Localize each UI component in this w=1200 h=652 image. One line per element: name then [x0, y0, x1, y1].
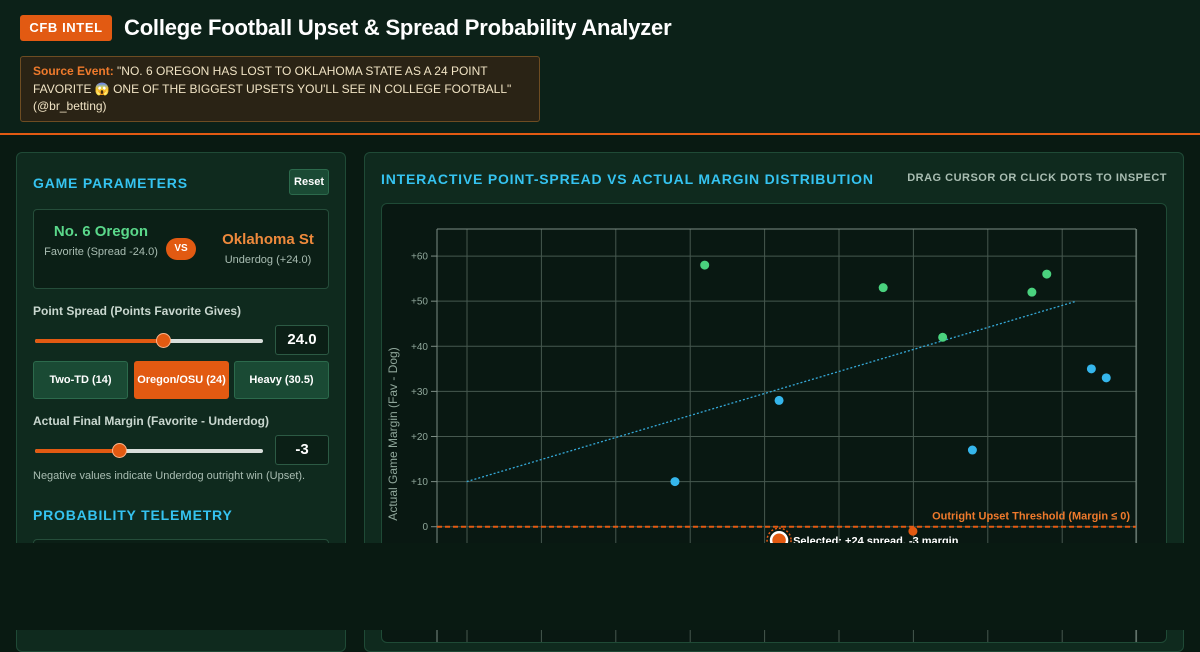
page-title: College Football Upset & Spread Probabil…	[124, 15, 672, 40]
margin-hint: Negative values indicate Underdog outrig…	[33, 470, 306, 482]
data-point-push[interactable]	[670, 477, 680, 487]
y-tick-label: +40	[411, 342, 428, 353]
matchup-card: No. 6 Oregon Favorite (Spread -24.0) VS …	[33, 209, 329, 289]
underdog-team-name: Oklahoma St	[222, 231, 314, 248]
brand-badge: CFB INTEL	[20, 15, 112, 41]
data-point-cover[interactable]	[878, 283, 888, 293]
upset-threshold-label: Outright Upset Threshold (Margin ≤ 0)	[932, 511, 1130, 523]
underdog-team: Oklahoma St Underdog (+24.0)	[208, 230, 328, 268]
viewport-bottom-area	[0, 543, 1200, 630]
y-tick-label: +10	[411, 477, 428, 488]
source-event-text: "NO. 6 OREGON HAS LOST TO OKLAHOMA STATE…	[33, 64, 512, 113]
header: CFB INTEL College Football Upset & Sprea…	[0, 0, 1200, 135]
spread-label: Point Spread (Points Favorite Gives)	[33, 304, 242, 318]
trend-line	[466, 300, 1077, 483]
chart-title: INTERACTIVE POINT-SPREAD VS ACTUAL MARGI…	[381, 171, 874, 187]
favorite-team: No. 6 Oregon Favorite (Spread -24.0)	[40, 222, 162, 260]
reset-button[interactable]: Reset	[289, 169, 329, 195]
favorite-team-name: No. 6 Oregon	[53, 223, 149, 240]
y-axis-title: Actual Game Margin (Fav - Dog)	[386, 347, 400, 520]
spread-slider-thumb[interactable]	[155, 333, 171, 348]
y-tick-label: +30	[411, 387, 428, 398]
trend-line-group	[466, 300, 1077, 483]
data-point-cover[interactable]	[1027, 287, 1037, 297]
y-tick-label: +20	[411, 432, 428, 443]
favorite-team-spread: Favorite (Spread -24.0)	[44, 246, 158, 258]
spread-value-input[interactable]: 24.0	[275, 325, 329, 355]
source-event-box: Source Event: "NO. 6 OREGON HAS LOST TO …	[20, 56, 540, 122]
data-point-push[interactable]	[1086, 364, 1096, 374]
y-tick-label: +60	[411, 252, 428, 263]
data-point-push[interactable]	[1101, 373, 1111, 383]
preset-two-td-button[interactable]: Two-TD (14)	[33, 361, 128, 399]
preset-heavy-button[interactable]: Heavy (30.5)	[234, 361, 329, 399]
chart-instruction: DRAG CURSOR OR CLICK DOTS TO INSPECT	[907, 172, 1167, 184]
margin-label: Actual Final Margin (Favorite - Underdog…	[33, 414, 270, 428]
spread-slider[interactable]	[35, 333, 263, 348]
data-point-cover[interactable]	[1042, 269, 1052, 279]
margin-slider-thumb[interactable]	[112, 443, 128, 458]
margin-slider-fill	[35, 449, 120, 453]
game-parameters-title: GAME PARAMETERS	[33, 175, 188, 191]
selected-point-ring[interactable]	[766, 527, 792, 553]
preset-oregon-osu-button[interactable]: Oregon/OSU (24)	[134, 361, 229, 399]
vs-badge: VS	[166, 238, 196, 260]
data-point-cover[interactable]	[700, 260, 710, 270]
underdog-team-spread: Underdog (+24.0)	[224, 254, 312, 266]
margin-slider[interactable]	[35, 443, 263, 458]
data-point-upset[interactable]	[908, 526, 918, 536]
margin-value-input[interactable]: -3	[275, 435, 329, 465]
y-tick-label: 0	[422, 522, 428, 533]
spread-slider-fill	[35, 339, 163, 343]
data-point-push[interactable]	[967, 445, 977, 455]
y-tick-label: +50	[411, 297, 428, 308]
probability-telemetry-title: PROBABILITY TELEMETRY	[33, 507, 233, 523]
source-event-label: Source Event:	[33, 64, 114, 78]
data-point-push[interactable]	[774, 395, 784, 405]
data-point-cover[interactable]	[938, 332, 948, 342]
